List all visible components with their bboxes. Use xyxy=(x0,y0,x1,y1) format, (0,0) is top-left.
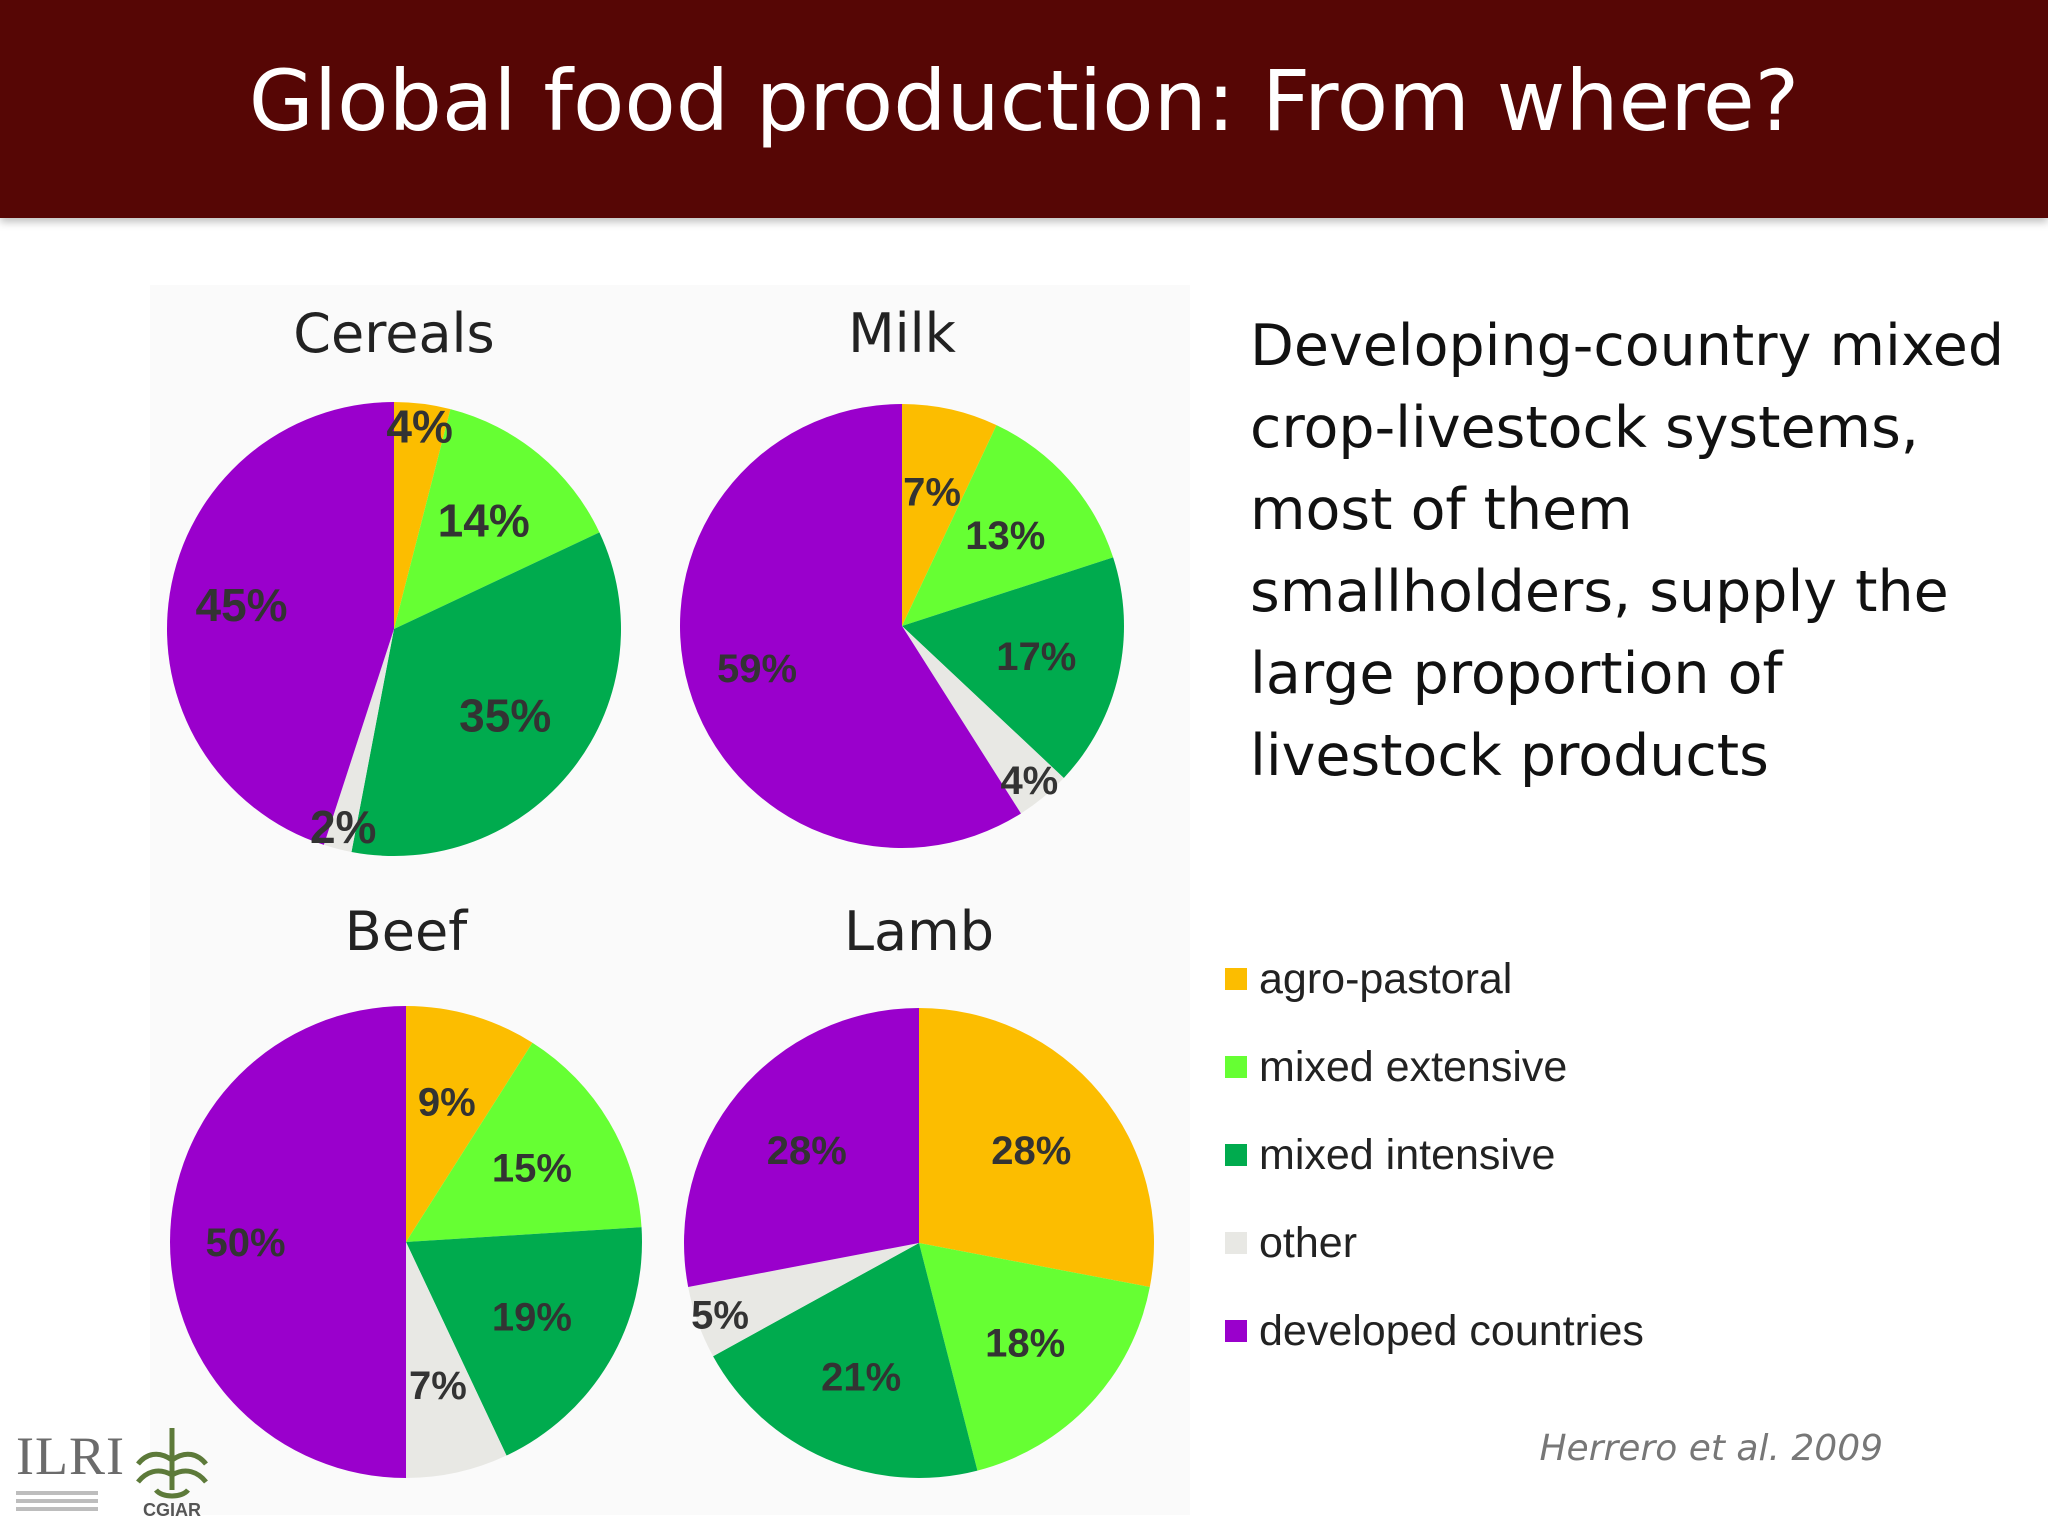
lamb-label-other: 5% xyxy=(691,1294,749,1338)
legend-swatch-other xyxy=(1225,1232,1247,1254)
cereals-slice-mixed-intensive xyxy=(351,532,621,856)
legend: agro-pastoral mixed extensive mixed intens… xyxy=(1225,935,1644,1375)
milk-slice-other xyxy=(902,626,1064,814)
legend-item-agro-pastoral: agro-pastoral xyxy=(1225,935,1644,1023)
lamb-label-mixed-intensive: 21% xyxy=(821,1356,901,1400)
legend-swatch-agro-pastoral xyxy=(1225,968,1247,990)
ilri-logo: ILRI xyxy=(16,1425,125,1511)
milk-slice-developed-countries xyxy=(680,404,1021,848)
milk-label-other: 4% xyxy=(1000,759,1058,803)
ilri-logo-lines xyxy=(16,1491,125,1511)
legend-item-other: other xyxy=(1225,1199,1644,1287)
legend-label-mixed-extensive: mixed extensive xyxy=(1259,1042,1568,1091)
beef-slice-agro-pastoral xyxy=(406,1006,533,1242)
beef-label-mixed-intensive: 19% xyxy=(492,1295,572,1339)
ilri-logo-text: ILRI xyxy=(16,1426,125,1486)
cereals-slice-other xyxy=(323,629,394,852)
beef-label-mixed-extensive: 15% xyxy=(492,1147,572,1191)
legend-swatch-mixed-intensive xyxy=(1225,1144,1247,1166)
lamb-slice-mixed-extensive xyxy=(919,1243,1150,1471)
legend-label-mixed-intensive: mixed intensive xyxy=(1259,1130,1556,1179)
milk-chart-title: Milk xyxy=(848,302,957,365)
cereals-slice-agro-pastoral xyxy=(394,402,451,629)
slide-title: Global food production: From where? xyxy=(248,52,1800,150)
lamb-label-mixed-extensive: 18% xyxy=(985,1322,1065,1366)
legend-item-mixed-extensive: mixed extensive xyxy=(1225,1023,1644,1111)
cereals-label-agro-pastoral: 4% xyxy=(386,400,452,452)
cgiar-logo: CGIAR xyxy=(136,1428,208,1520)
legend-item-mixed-intensive: mixed intensive xyxy=(1225,1111,1644,1199)
beef-slice-mixed-intensive xyxy=(406,1227,642,1456)
milk-label-mixed-intensive: 17% xyxy=(996,635,1076,679)
cereals-label-mixed-extensive: 14% xyxy=(438,495,530,547)
cgiar-wheat-icon xyxy=(136,1428,208,1499)
lamb-chart-title: Lamb xyxy=(844,900,994,963)
beef-label-agro-pastoral: 9% xyxy=(418,1080,476,1124)
beef-chart-title: Beef xyxy=(345,900,469,963)
legend-item-developed-countries: developed countries xyxy=(1225,1287,1644,1375)
title-bar: Global food production: From where? xyxy=(0,0,2048,218)
lamb-slice-mixed-intensive xyxy=(713,1243,978,1478)
citation: Herrero et al. 2009 xyxy=(1539,1428,1883,1469)
cereals-chart-title: Cereals xyxy=(293,302,494,365)
lamb-label-agro-pastoral: 28% xyxy=(991,1129,1071,1173)
cereals-label-other: 2% xyxy=(310,801,376,853)
lamb-label-developed-countries: 28% xyxy=(767,1129,847,1173)
legend-label-other: other xyxy=(1259,1218,1358,1267)
beef-slice-other xyxy=(406,1242,507,1478)
legend-label-developed-countries: developed countries xyxy=(1259,1306,1644,1355)
cereals-slice-mixed-extensive xyxy=(394,409,600,629)
legend-label-agro-pastoral: agro-pastoral xyxy=(1259,954,1513,1003)
beef-slice-mixed-extensive xyxy=(406,1042,642,1242)
milk-label-developed-countries: 59% xyxy=(717,647,797,691)
legend-swatch-mixed-extensive xyxy=(1225,1056,1247,1078)
lamb-slice-other xyxy=(688,1243,919,1357)
milk-slice-agro-pastoral xyxy=(902,404,997,626)
milk-slice-mixed-extensive xyxy=(902,425,1114,626)
beef-label-developed-countries: 50% xyxy=(205,1221,285,1265)
legend-swatch-developed-countries xyxy=(1225,1320,1247,1342)
beef-slice-developed-countries xyxy=(170,1006,406,1478)
cereals-slice-developed-countries xyxy=(167,402,394,845)
milk-label-mixed-extensive: 13% xyxy=(965,514,1045,558)
milk-slice-mixed-intensive xyxy=(902,557,1124,778)
summary-note: Developing-country mixed crop-livestock … xyxy=(1250,313,2005,789)
cgiar-logo-text: CGIAR xyxy=(143,1500,201,1520)
lamb-slice-developed-countries xyxy=(683,1008,919,1288)
lamb-slice-agro-pastoral xyxy=(919,1008,1155,1288)
cereals-label-developed-countries: 45% xyxy=(196,579,288,631)
milk-label-agro-pastoral: 7% xyxy=(903,471,961,515)
cereals-label-mixed-intensive: 35% xyxy=(459,689,551,741)
beef-label-other: 7% xyxy=(409,1364,467,1408)
